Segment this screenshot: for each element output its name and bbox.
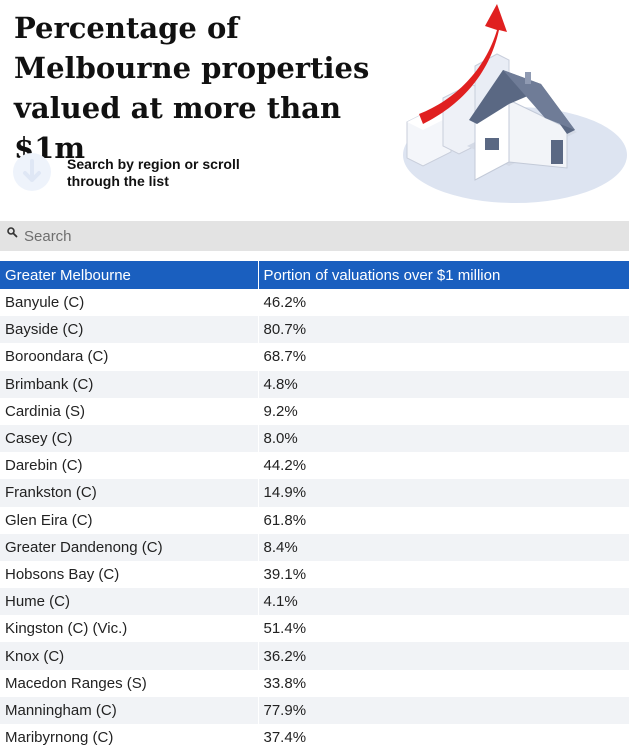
region-cell: Hume (C)	[0, 588, 259, 616]
down-arrow-circle-icon	[13, 153, 51, 191]
region-cell: Glen Eira (C)	[0, 506, 259, 534]
table-row: Greater Dandenong (C) 8.4%	[0, 533, 629, 561]
table-row: Cardinia (S) 9.2%	[0, 397, 629, 425]
table-row: Banyule (C) 46.2%	[0, 289, 629, 317]
value-cell: 33.8%	[258, 669, 629, 697]
region-cell: Brimbank (C)	[0, 370, 259, 398]
region-cell: Hobsons Bay (C)	[0, 560, 259, 589]
value-cell: 80.7%	[258, 316, 629, 344]
table-row: Maribyrnong (C) 37.4%	[0, 724, 629, 752]
value-cell: 9.2%	[258, 397, 629, 425]
value-cell: 4.8%	[258, 370, 629, 398]
table-row: Boroondara (C) 68.7%	[0, 343, 629, 371]
region-cell: Greater Dandenong (C)	[0, 533, 259, 561]
value-cell: 61.8%	[258, 506, 629, 534]
table-row: Glen Eira (C) 61.8%	[0, 506, 629, 534]
value-cell: 44.2%	[258, 452, 629, 480]
table-row: Macedon Ranges (S) 33.8%	[0, 669, 629, 697]
region-cell: Cardinia (S)	[0, 397, 259, 425]
table-row: Manningham (C) 77.9%	[0, 696, 629, 724]
table-row: Casey (C) 8.0%	[0, 424, 629, 453]
table-row: Brimbank (C) 4.8%	[0, 370, 629, 398]
value-cell: 51.4%	[258, 615, 629, 643]
search-input[interactable]	[24, 227, 584, 245]
table-row: Hume (C) 4.1%	[0, 588, 629, 616]
region-cell: Bayside (C)	[0, 316, 259, 344]
region-cell: Maribyrnong (C)	[0, 724, 259, 752]
region-cell: Macedon Ranges (S)	[0, 669, 259, 697]
value-cell: 68.7%	[258, 343, 629, 371]
column-header-region[interactable]: Greater Melbourne	[0, 261, 259, 289]
table-header-row: Greater Melbourne Portion of valuations …	[0, 261, 629, 289]
table-row: Kingston (C) (Vic.) 51.4%	[0, 615, 629, 643]
table-row: Hobsons Bay (C) 39.1%	[0, 560, 629, 589]
value-cell: 4.1%	[258, 588, 629, 616]
value-cell: 8.0%	[258, 424, 629, 453]
value-cell: 36.2%	[258, 642, 629, 670]
house-rising-arrow-illustration	[403, 4, 627, 203]
region-cell: Darebin (C)	[0, 452, 259, 480]
value-cell: 37.4%	[258, 724, 629, 752]
value-cell: 39.1%	[258, 560, 629, 589]
region-cell: Frankston (C)	[0, 479, 259, 507]
value-cell: 14.9%	[258, 479, 629, 507]
search-icon	[7, 227, 18, 238]
region-cell: Manningham (C)	[0, 696, 259, 724]
table-row: Knox (C) 36.2%	[0, 642, 629, 670]
page-title: Percentage of Melbourne properties value…	[14, 11, 370, 165]
value-cell: 77.9%	[258, 696, 629, 724]
table-row: Bayside (C) 80.7%	[0, 316, 629, 344]
region-cell: Boroondara (C)	[0, 343, 259, 371]
region-cell: Knox (C)	[0, 642, 259, 670]
column-header-portion[interactable]: Portion of valuations over $1 million	[258, 261, 629, 289]
table-row: Frankston (C) 14.9%	[0, 479, 629, 507]
valuations-table: Greater Melbourne Portion of valuations …	[0, 261, 629, 752]
search-bar[interactable]	[0, 221, 629, 251]
region-cell: Kingston (C) (Vic.)	[0, 615, 259, 643]
value-cell: 8.4%	[258, 533, 629, 561]
table-row: Darebin (C) 44.2%	[0, 452, 629, 480]
region-cell: Banyule (C)	[0, 289, 259, 317]
search-hint-text: Search by region or scroll through the l…	[67, 156, 240, 189]
region-cell: Casey (C)	[0, 424, 259, 453]
value-cell: 46.2%	[258, 289, 629, 317]
